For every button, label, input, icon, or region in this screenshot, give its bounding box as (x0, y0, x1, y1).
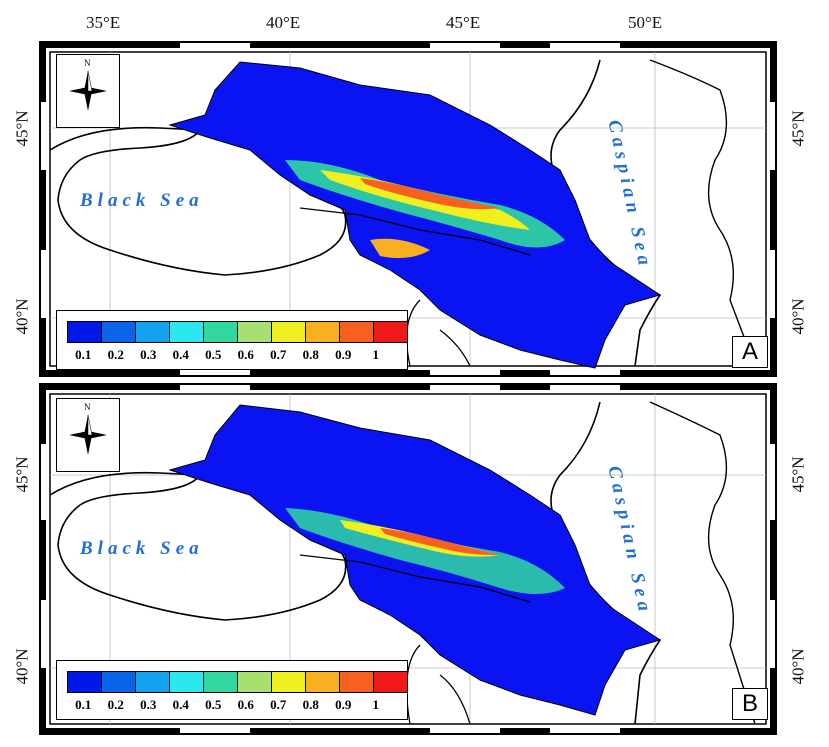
legend-tick: 0.1 (75, 347, 92, 362)
legend-tick: 0.5 (205, 347, 222, 362)
longitude-label-40e: 40°E (266, 13, 301, 32)
legend-tick: 0.8 (302, 347, 319, 362)
legend-swatch (237, 671, 272, 693)
legend-tick: 0.9 (335, 697, 352, 712)
latitude-label-40n-left: 40°N (12, 648, 32, 685)
latitude-label-40n-left: 40°N (12, 298, 32, 335)
legend-tick: 0.2 (107, 697, 124, 712)
longitude-label-50e: 50°E (628, 13, 663, 32)
legend-tick: 0.1 (75, 697, 92, 712)
longitude-label-45e: 45°E (446, 13, 481, 32)
longitude-label-35e: 35°E (86, 13, 121, 32)
latitude-label-45n-left: 45°N (12, 110, 32, 147)
legend-tick: 0.3 (140, 697, 157, 712)
legend-ticks: 0.1 0.2 0.3 0.4 0.5 0.6 0.7 0.8 0.9 1 (67, 347, 392, 363)
legend-ticks: 0.1 0.2 0.3 0.4 0.5 0.6 0.7 0.8 0.9 1 (67, 697, 392, 713)
legend-swatch (169, 671, 204, 693)
legend-swatch (271, 671, 306, 693)
north-arrow-icon (69, 70, 107, 111)
legend-tick: 0.7 (270, 697, 287, 712)
legend-tick: 0.3 (140, 347, 157, 362)
legend-swatch (203, 671, 238, 693)
legend-swatch (373, 321, 408, 343)
legend-tick: 0.8 (302, 697, 319, 712)
legend-swatch (67, 671, 102, 693)
compass-rose-b: N (56, 398, 120, 472)
legend-b: 0.1 0.2 0.3 0.4 0.5 0.6 0.7 0.8 0.9 1 (56, 660, 408, 720)
legend-tick: 0.6 (237, 347, 254, 362)
legend-tick: 0.9 (335, 347, 352, 362)
latitude-label-45n-left: 45°N (12, 456, 32, 493)
panel-letter-b: B (732, 688, 768, 720)
legend-tick: 0.7 (270, 347, 287, 362)
north-arrow-icon (69, 414, 107, 455)
compass-north-label: N (84, 58, 91, 68)
black-sea-label: Black Sea (80, 538, 204, 559)
legend-tick: 0.5 (205, 697, 222, 712)
legend-color-bar (67, 321, 408, 343)
latitude-label-40n-right: 40°N (788, 298, 808, 335)
legend-tick: 0.6 (237, 697, 254, 712)
latitude-label-45n-right: 45°N (788, 456, 808, 493)
legend-tick: 0.4 (172, 347, 189, 362)
black-sea-label: Black Sea (80, 190, 204, 211)
legend-tick: 0.2 (107, 347, 124, 362)
panel-letter-a: A (732, 336, 768, 368)
legend-swatch (305, 671, 340, 693)
legend-tick: 0.4 (172, 697, 189, 712)
legend-tick: 1 (372, 697, 380, 712)
latitude-label-40n-right: 40°N (788, 648, 808, 685)
compass-north-label: N (84, 402, 91, 412)
legend-tick: 1 (372, 347, 380, 362)
legend-swatch (373, 671, 408, 693)
legend-swatch (101, 671, 136, 693)
compass-rose-a: N (56, 54, 120, 128)
latitude-label-45n-right: 45°N (788, 110, 808, 147)
legend-swatch (135, 671, 170, 693)
legend-color-bar (67, 671, 408, 693)
legend-a: 0.1 0.2 0.3 0.4 0.5 0.6 0.7 0.8 0.9 1 (56, 310, 408, 370)
legend-swatch (339, 671, 374, 693)
